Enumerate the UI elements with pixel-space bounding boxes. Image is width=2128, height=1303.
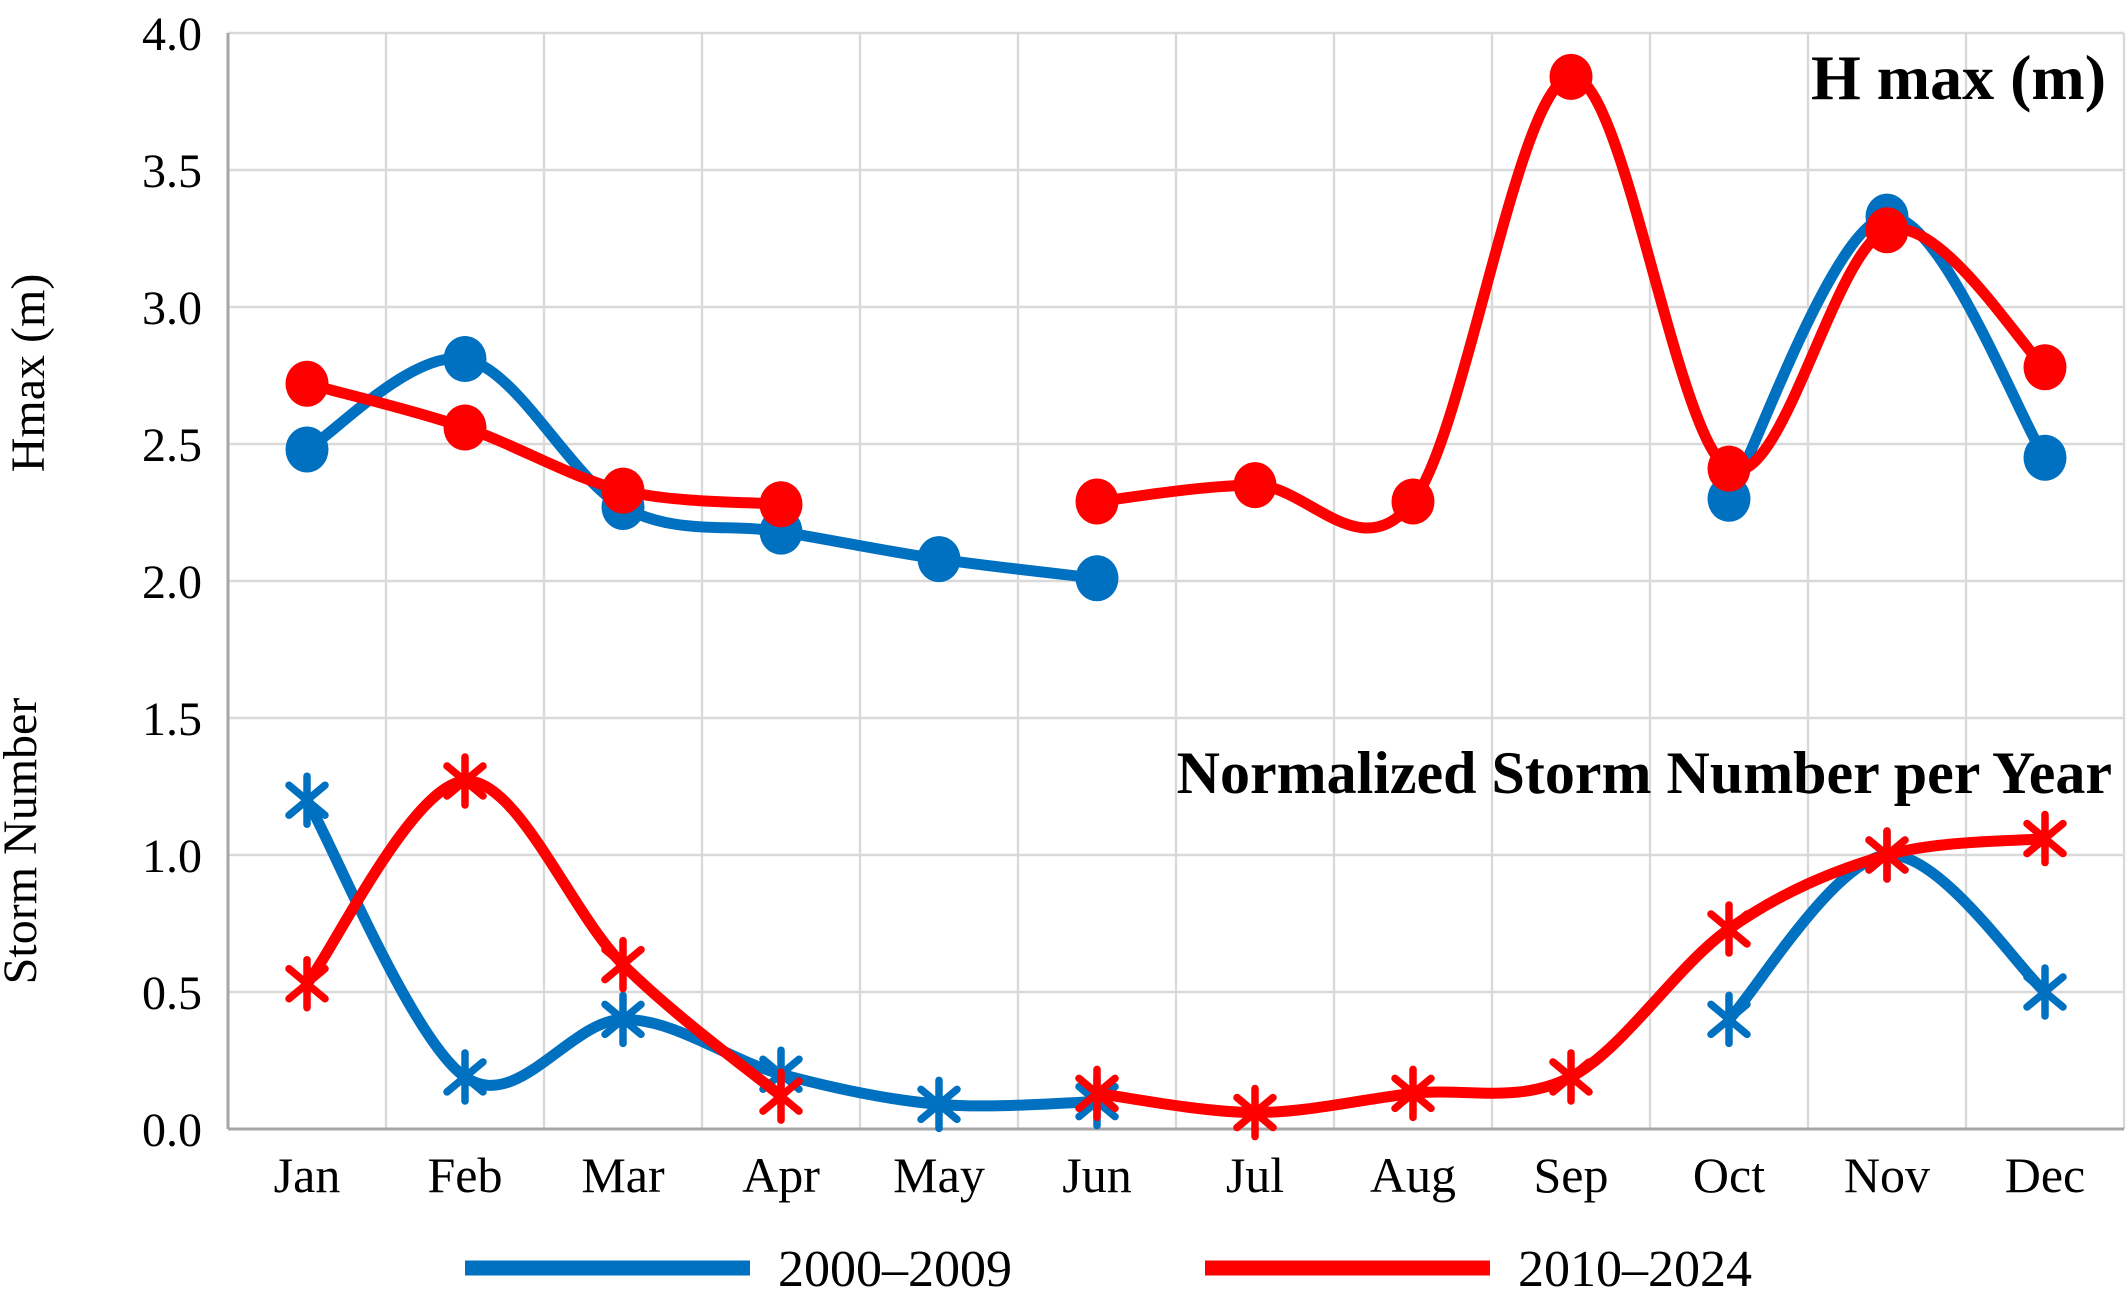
marker-circle-hmax-m-2010-2024 — [1865, 207, 1909, 254]
y-tick-label: 1.0 — [142, 830, 202, 883]
x-tick-label: Nov — [1844, 1147, 1930, 1203]
marker-star-storm-number-2000-2009 — [601, 1000, 645, 1039]
tick-labels: 0.0 0.5 1.0 1.5 2.0 2.5 3.0 3.5 4.0 Jan Feb Mar Apr M… — [142, 8, 2085, 1203]
line-storm-number-2010-2024 — [301, 775, 787, 1102]
x-tick-label: Jan — [274, 1147, 341, 1203]
axes — [226, 33, 2124, 1131]
y-tick-label: 0.5 — [142, 967, 202, 1020]
marker-circle-hmax-m-2010-2024 — [601, 467, 645, 514]
marker-star-storm-number-2010-2024 — [2023, 819, 2067, 858]
marker-star-storm-number-2010-2024 — [443, 762, 487, 800]
line-hmax-m-2000-2009 — [1723, 211, 2051, 505]
marker-star-storm-number-2000-2009 — [443, 1058, 487, 1096]
marker-star-storm-number-2010-2024 — [285, 965, 329, 1003]
x-tick-label: Apr — [742, 1147, 820, 1203]
line-hmax-m-2010-2024 — [1091, 71, 2051, 534]
x-tick-label: Jul — [1226, 1147, 1284, 1203]
marker-star-storm-number-2010-2024 — [1233, 1093, 1277, 1132]
x-tick-label: Feb — [428, 1147, 503, 1203]
marker-star-storm-number-2010-2024 — [1549, 1058, 1593, 1096]
marker-star-storm-number-2000-2009 — [285, 781, 329, 819]
x-tick-label: Mar — [581, 1147, 665, 1203]
marker-circle-hmax-m-2010-2024 — [285, 360, 329, 407]
x-tick-label: Jun — [1062, 1147, 1131, 1203]
marker-circle-hmax-m-2010-2024 — [2023, 344, 2067, 391]
y-tick-label: 0.0 — [142, 1104, 202, 1157]
marker-star-storm-number-2000-2009 — [1707, 1000, 1751, 1039]
marker-circle-hmax-m-2000-2009 — [443, 336, 487, 383]
y-axis-label-storm-number: Storm Number — [0, 698, 47, 985]
marker-star-storm-number-2000-2009 — [2023, 973, 2067, 1011]
legend-item-2010-2024: 2010–2024 — [1205, 1241, 1752, 1298]
chart-title-storm-number: Normalized Storm Number per Year — [1177, 740, 2112, 806]
marker-circle-hmax-m-2000-2009 — [285, 426, 329, 473]
y-tick-label: 1.5 — [142, 693, 202, 746]
marker-star-storm-number-2010-2024 — [1391, 1074, 1435, 1113]
x-tick-label: Oct — [1693, 1147, 1765, 1203]
marker-star-storm-number-2000-2009 — [917, 1085, 961, 1124]
y-axis-label-hmax: Hmax (m) — [2, 274, 55, 473]
y-tick-label: 2.0 — [142, 556, 202, 609]
chart-title-hmax: H max (m) — [1811, 42, 2106, 113]
marker-star-storm-number-2010-2024 — [1707, 910, 1751, 948]
legend-item-2000-2009: 2000–2009 — [465, 1241, 1012, 1298]
marker-circle-hmax-m-2010-2024 — [759, 481, 803, 528]
series-layer — [285, 53, 2067, 1141]
x-tick-label: May — [893, 1147, 985, 1203]
legend-label: 2000–2009 — [778, 1241, 1012, 1298]
y-tick-label: 4.0 — [142, 8, 202, 61]
y-tick-label: 3.5 — [142, 145, 202, 198]
series-hmax-m-2010-2024 — [285, 53, 2067, 534]
marker-circle-hmax-m-2000-2009 — [917, 536, 961, 583]
marker-circle-hmax-m-2000-2009 — [2023, 434, 2067, 481]
marker-star-storm-number-2010-2024 — [1075, 1074, 1119, 1113]
x-tick-label: Dec — [2005, 1147, 2086, 1203]
marker-circle-hmax-m-2010-2024 — [1233, 462, 1277, 509]
marker-circle-hmax-m-2010-2024 — [443, 404, 487, 451]
x-tick-label: Aug — [1370, 1147, 1456, 1203]
marker-circle-hmax-m-2010-2024 — [1391, 478, 1435, 525]
y-tick-label: 3.0 — [142, 282, 202, 335]
marker-circle-hmax-m-2010-2024 — [1075, 478, 1119, 525]
marker-circle-hmax-m-2010-2024 — [1707, 445, 1751, 492]
marker-circle-hmax-m-2010-2024 — [1549, 53, 1593, 100]
marker-star-storm-number-2010-2024 — [601, 945, 645, 984]
legend: 2000–2009 2010–2024 — [465, 1241, 1752, 1298]
gridlines — [226, 31, 2126, 1131]
marker-star-storm-number-2010-2024 — [1865, 836, 1909, 874]
x-tick-label: Sep — [1534, 1147, 1609, 1203]
line-hmax-m-2010-2024 — [301, 378, 787, 510]
y-tick-label: 2.5 — [142, 419, 202, 472]
marker-circle-hmax-m-2000-2009 — [1075, 555, 1119, 602]
legend-label: 2010–2024 — [1518, 1241, 1752, 1298]
marker-star-storm-number-2010-2024 — [759, 1077, 803, 1115]
series-storm-number-2010-2024 — [285, 753, 2067, 1141]
